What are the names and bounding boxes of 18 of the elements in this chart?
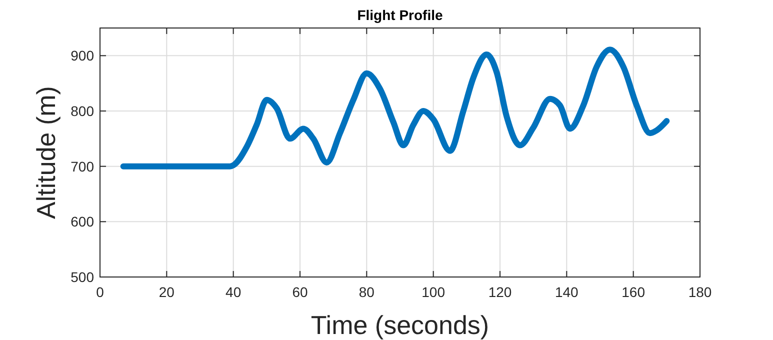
y-tick-label: 500 [70,269,94,285]
y-tick-label: 900 [70,48,94,64]
x-tick-label: 120 [488,284,512,300]
x-tick-label: 80 [358,284,375,300]
y-axis-title: Altitude (m) [31,86,61,219]
x-tick-label: 40 [226,284,242,300]
x-axis-title: Time (seconds) [310,310,490,340]
x-tick-label: 140 [554,284,579,300]
y-tick-label: 600 [70,214,94,230]
x-tick-label: 60 [292,284,308,300]
chart-title: Flight Profile [357,7,443,23]
x-tick-label: 160 [622,284,646,300]
x-tick-label: 0 [96,284,104,300]
x-tick-label: 180 [688,284,712,300]
y-tick-label: 800 [70,103,94,119]
x-tick-label: 100 [422,284,446,300]
x-tick-label: 20 [158,284,175,300]
y-tick-label: 700 [70,158,94,174]
